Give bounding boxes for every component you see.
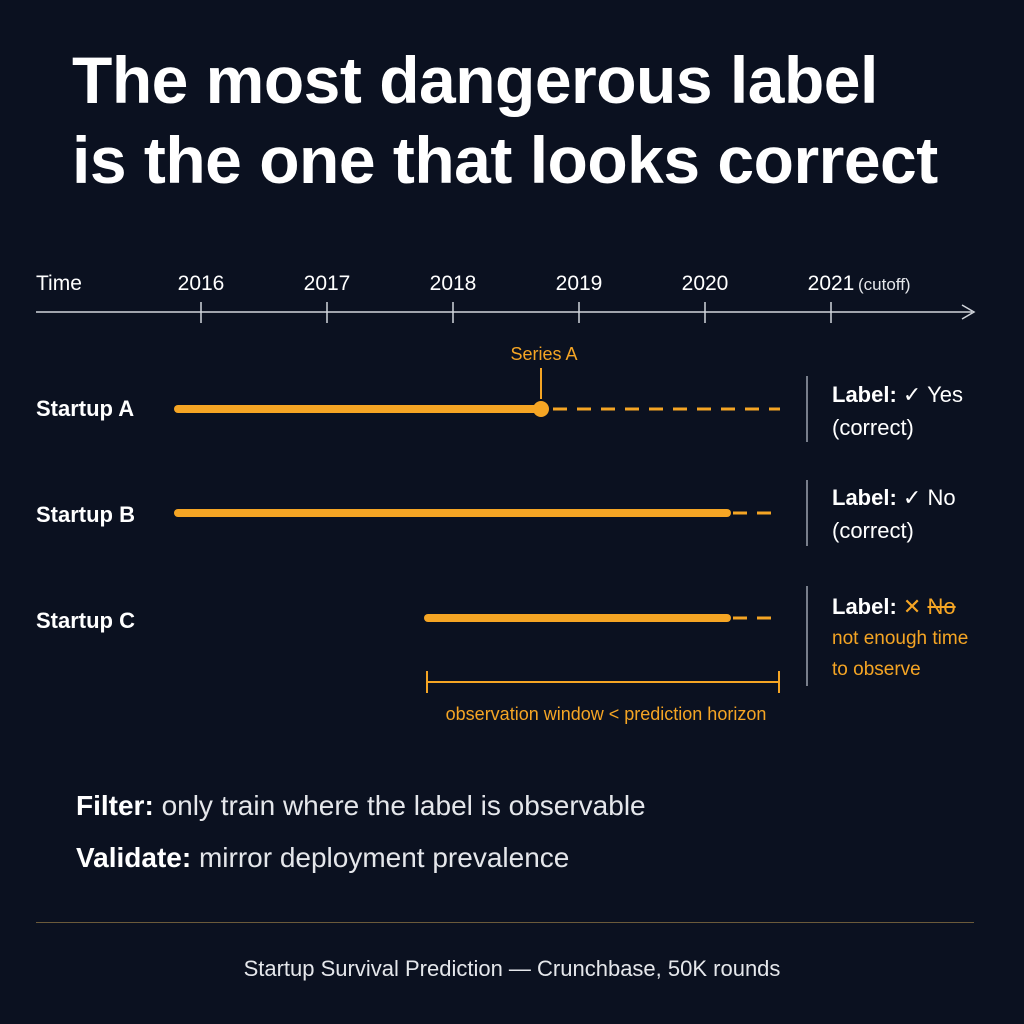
year-tick-label: 2021	[808, 272, 855, 295]
year-tick-label: 2019	[556, 272, 603, 295]
label-box-startup-a: Label: ✓ Yes (correct)	[832, 378, 1012, 444]
cross-icon: ✕	[902, 594, 922, 619]
label-note-line-2: to observe	[832, 659, 921, 680]
label-box-startup-b: Label: ✓ No (correct)	[832, 481, 1012, 547]
row-label-startup-a: Startup A	[36, 396, 134, 421]
page-title: The most dangerous label is the one that…	[72, 40, 972, 200]
label-key: Label:	[832, 485, 897, 510]
year-tick-label: 2017	[304, 272, 351, 295]
row-label-startup-c: Startup C	[36, 608, 135, 633]
label-box-startup-c: Label: ✕ No not enough time to observe	[832, 590, 1012, 685]
footer-caption: Startup Survival Prediction — Crunchbase…	[243, 956, 781, 981]
axis-ticks	[200, 302, 832, 323]
label-key: Label:	[832, 382, 897, 407]
cutoff-note: (cutoff)	[858, 275, 911, 294]
title-line-1: The most dangerous label	[72, 43, 878, 117]
takeaway-text: only train where the label is observable	[161, 790, 646, 821]
label-status: (correct)	[832, 415, 914, 440]
label-value: No	[927, 485, 956, 510]
year-tick-label: 2018	[430, 272, 477, 295]
takeaway-key: Filter:	[76, 790, 154, 821]
series-a-callout-label: Series A	[510, 344, 577, 364]
check-icon: ✓	[902, 382, 922, 407]
series-a-event-marker	[533, 401, 549, 417]
row-label-startup-b: Startup B	[36, 502, 135, 527]
title-line-2: is the one that looks correct	[72, 123, 938, 197]
label-status: (correct)	[832, 518, 914, 543]
footer-divider	[36, 922, 974, 923]
label-value-struck: No	[927, 594, 956, 619]
year-tick-label: 2016	[178, 272, 225, 295]
takeaway-filter: Filter: only train where the label is ob…	[76, 780, 646, 832]
label-value: Yes	[927, 382, 963, 407]
axis-arrow-icon	[961, 304, 976, 320]
check-icon: ✓	[902, 485, 922, 510]
year-tick-label: 2020	[682, 272, 729, 295]
takeaway-key: Validate:	[76, 842, 192, 873]
observation-window-note: observation window < prediction horizon	[446, 704, 767, 724]
takeaway-text: mirror deployment prevalence	[198, 842, 570, 873]
observation-window-bracket	[426, 671, 780, 693]
axis-label: Time	[36, 272, 82, 295]
label-key: Label:	[832, 594, 897, 619]
takeaways: Filter: only train where the label is ob…	[76, 780, 646, 884]
label-note-line-1: not enough time	[832, 628, 969, 649]
takeaway-validate: Validate: mirror deployment prevalence	[76, 832, 646, 884]
